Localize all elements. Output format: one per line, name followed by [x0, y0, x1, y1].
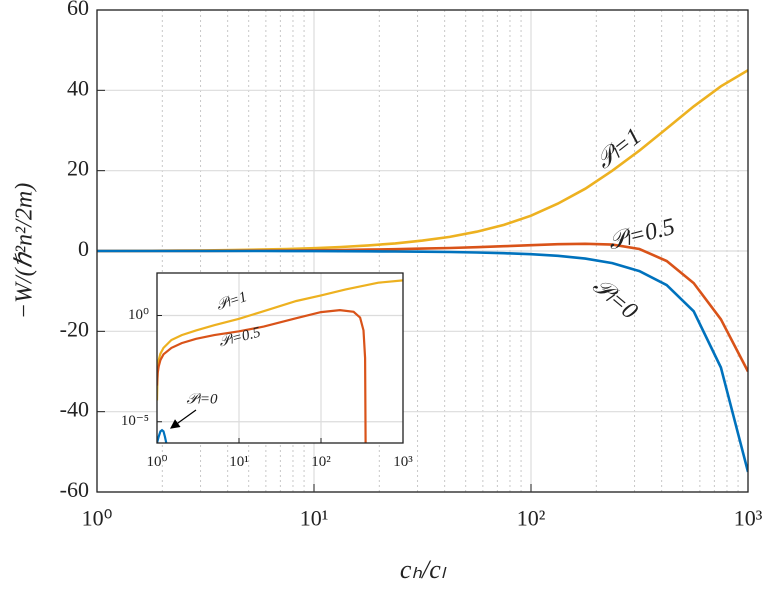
- x-tick-label: 10⁰: [82, 506, 113, 531]
- y-tick-label: 10⁻⁵: [121, 413, 149, 429]
- x-axis-label: cₕ/cₗ: [400, 555, 447, 584]
- curve: [97, 249, 748, 473]
- axes-box: [156, 272, 404, 444]
- x-tick-label: 10³: [734, 506, 763, 531]
- inset-background: [157, 273, 403, 443]
- x-tick-label: 10⁰: [146, 454, 167, 470]
- y-tick-label: 0: [78, 236, 89, 261]
- y-tick-label: -20: [60, 316, 89, 341]
- arrow: [170, 409, 197, 429]
- x-tick-label: 10²: [311, 454, 331, 470]
- curve-label: 𝒫ₗ=0: [187, 391, 218, 407]
- axes-box: [96, 9, 749, 493]
- x-tick-label: 10¹: [229, 454, 249, 470]
- y-tick-label: -60: [60, 477, 89, 502]
- y-axis-label: −W/(ℏ²n²/2m): [12, 183, 38, 319]
- y-tick-label: 10⁰: [128, 307, 149, 323]
- y-tick-label: 60: [67, 0, 89, 20]
- y-tick-label: 20: [67, 156, 89, 181]
- y-tick-label: 40: [67, 75, 89, 100]
- x-tick-label: 10¹: [300, 506, 329, 531]
- curve: [157, 428, 168, 443]
- x-tick-label: 10³: [393, 454, 413, 470]
- y-tick-label: -40: [60, 397, 89, 422]
- curve: [157, 308, 367, 443]
- x-tick-label: 10²: [517, 506, 546, 531]
- curve: [157, 279, 403, 401]
